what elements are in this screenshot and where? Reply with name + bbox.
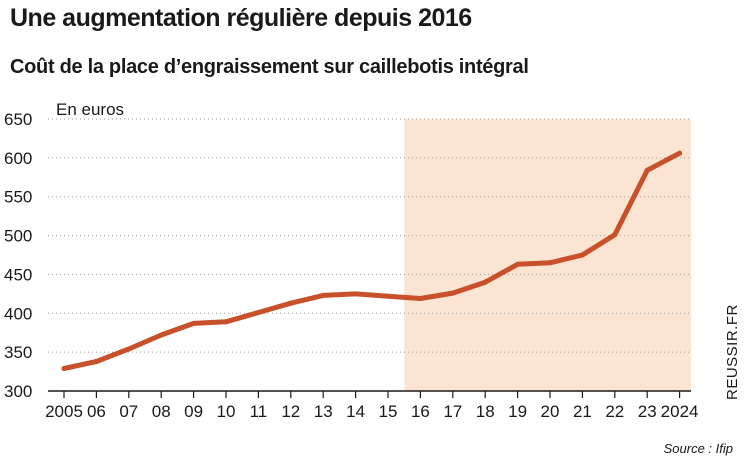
x-tick-label: 09 (184, 402, 203, 421)
data-point (93, 358, 99, 364)
data-point (320, 292, 326, 298)
x-tick-label: 15 (379, 402, 398, 421)
x-tick-label: 21 (573, 402, 592, 421)
data-point (644, 167, 650, 173)
x-tick-label: 22 (605, 402, 624, 421)
y-tick-label: 300 (4, 382, 32, 401)
x-tick-label: 08 (152, 402, 171, 421)
source-label: Source : Ifip (663, 441, 733, 456)
y-tick-label: 450 (4, 265, 32, 284)
x-tick-label: 14 (346, 402, 365, 421)
x-tick-label: 11 (250, 402, 268, 421)
y-tick-label: 500 (4, 227, 32, 246)
data-point (612, 232, 618, 238)
chart-title: Une augmentation régulière depuis 2016 (10, 4, 472, 32)
series-line (61, 150, 683, 371)
x-tick-label: 12 (281, 402, 300, 421)
x-tick-label: 23 (638, 402, 657, 421)
x-tick-label: 13 (314, 402, 333, 421)
data-point (385, 293, 391, 299)
data-point (515, 261, 521, 267)
y-tick-label: 550 (4, 188, 32, 207)
x-tick-label: 2005 (45, 402, 83, 421)
data-point (255, 310, 261, 316)
x-tick-label: 07 (119, 402, 138, 421)
data-point (450, 290, 456, 296)
data-point (158, 332, 164, 338)
data-point (223, 319, 229, 325)
x-tick-label: 10 (217, 402, 236, 421)
data-point (677, 150, 683, 156)
x-tick-label: 17 (443, 402, 462, 421)
data-point (547, 260, 553, 266)
data-point (579, 252, 585, 258)
x-tick-label: 19 (508, 402, 527, 421)
chart-subtitle: Coût de la place d’engraissement sur cai… (10, 56, 529, 78)
x-tick-label: 2024 (661, 402, 699, 421)
y-tick-label: 400 (4, 304, 32, 323)
y-tick-label: 650 (4, 110, 32, 129)
x-tick-label: 16 (411, 402, 430, 421)
highlight-band (404, 119, 691, 391)
y-tick-label: 350 (4, 343, 32, 362)
x-tick-label: 06 (87, 402, 106, 421)
data-point (417, 296, 423, 302)
data-point (61, 365, 67, 371)
data-point (126, 346, 132, 352)
y-axis-label: En euros (56, 100, 125, 119)
data-point (353, 291, 359, 297)
data-point (288, 300, 294, 306)
data-point (191, 320, 197, 326)
data-point (482, 279, 488, 285)
y-tick-label: 600 (4, 149, 32, 168)
x-tick-label: 18 (476, 402, 495, 421)
x-tick-label: 20 (541, 402, 560, 421)
